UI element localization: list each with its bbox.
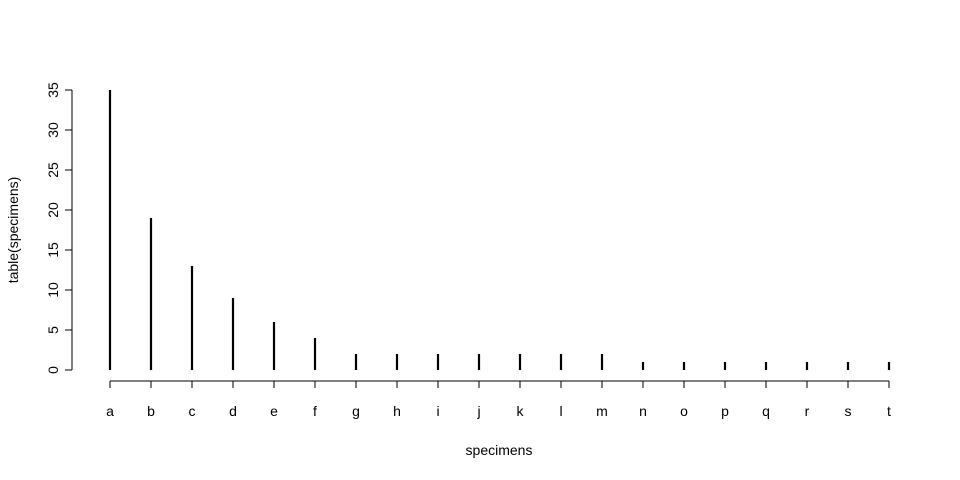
y-tick-label: 25 bbox=[45, 162, 61, 178]
y-tick-label: 30 bbox=[45, 122, 61, 138]
x-tick-label: i bbox=[436, 403, 439, 419]
bars bbox=[108, 90, 891, 370]
x-tick-label: l bbox=[559, 403, 562, 419]
x-tick-label: d bbox=[229, 403, 237, 419]
y-tick-label: 0 bbox=[45, 366, 61, 374]
x-tick-label: t bbox=[887, 403, 891, 419]
x-tick-label: o bbox=[680, 403, 688, 419]
x-tick-label: n bbox=[639, 403, 647, 419]
x-tick-label: j bbox=[476, 403, 480, 419]
x-tick-label: f bbox=[313, 403, 317, 419]
x-tick-label: p bbox=[721, 403, 729, 419]
y-tick-label: 20 bbox=[45, 202, 61, 218]
x-tick-label: h bbox=[393, 403, 401, 419]
x-axis: a b c d e f g h i j k l m n o p q r s t bbox=[106, 380, 891, 419]
x-axis-label: specimens bbox=[466, 442, 533, 458]
y-tick-label: 15 bbox=[45, 242, 61, 258]
y-tick-label: 10 bbox=[45, 282, 61, 298]
y-axis-label: table(specimens) bbox=[5, 177, 21, 284]
x-tick-label: b bbox=[147, 403, 155, 419]
x-tick-label: a bbox=[106, 403, 114, 419]
x-tick-label: c bbox=[189, 403, 196, 419]
x-tick-label: g bbox=[352, 403, 360, 419]
y-tick-label: 35 bbox=[45, 82, 61, 98]
x-tick-label: s bbox=[845, 403, 852, 419]
x-tick-label: e bbox=[270, 403, 278, 419]
y-tick-label: 5 bbox=[45, 326, 61, 334]
x-tick-label: r bbox=[805, 403, 810, 419]
x-tick-label: k bbox=[517, 403, 525, 419]
y-axis: 0 5 10 15 20 25 30 35 bbox=[45, 82, 73, 374]
x-tick-label: q bbox=[762, 403, 770, 419]
x-tick-label: m bbox=[596, 403, 608, 419]
